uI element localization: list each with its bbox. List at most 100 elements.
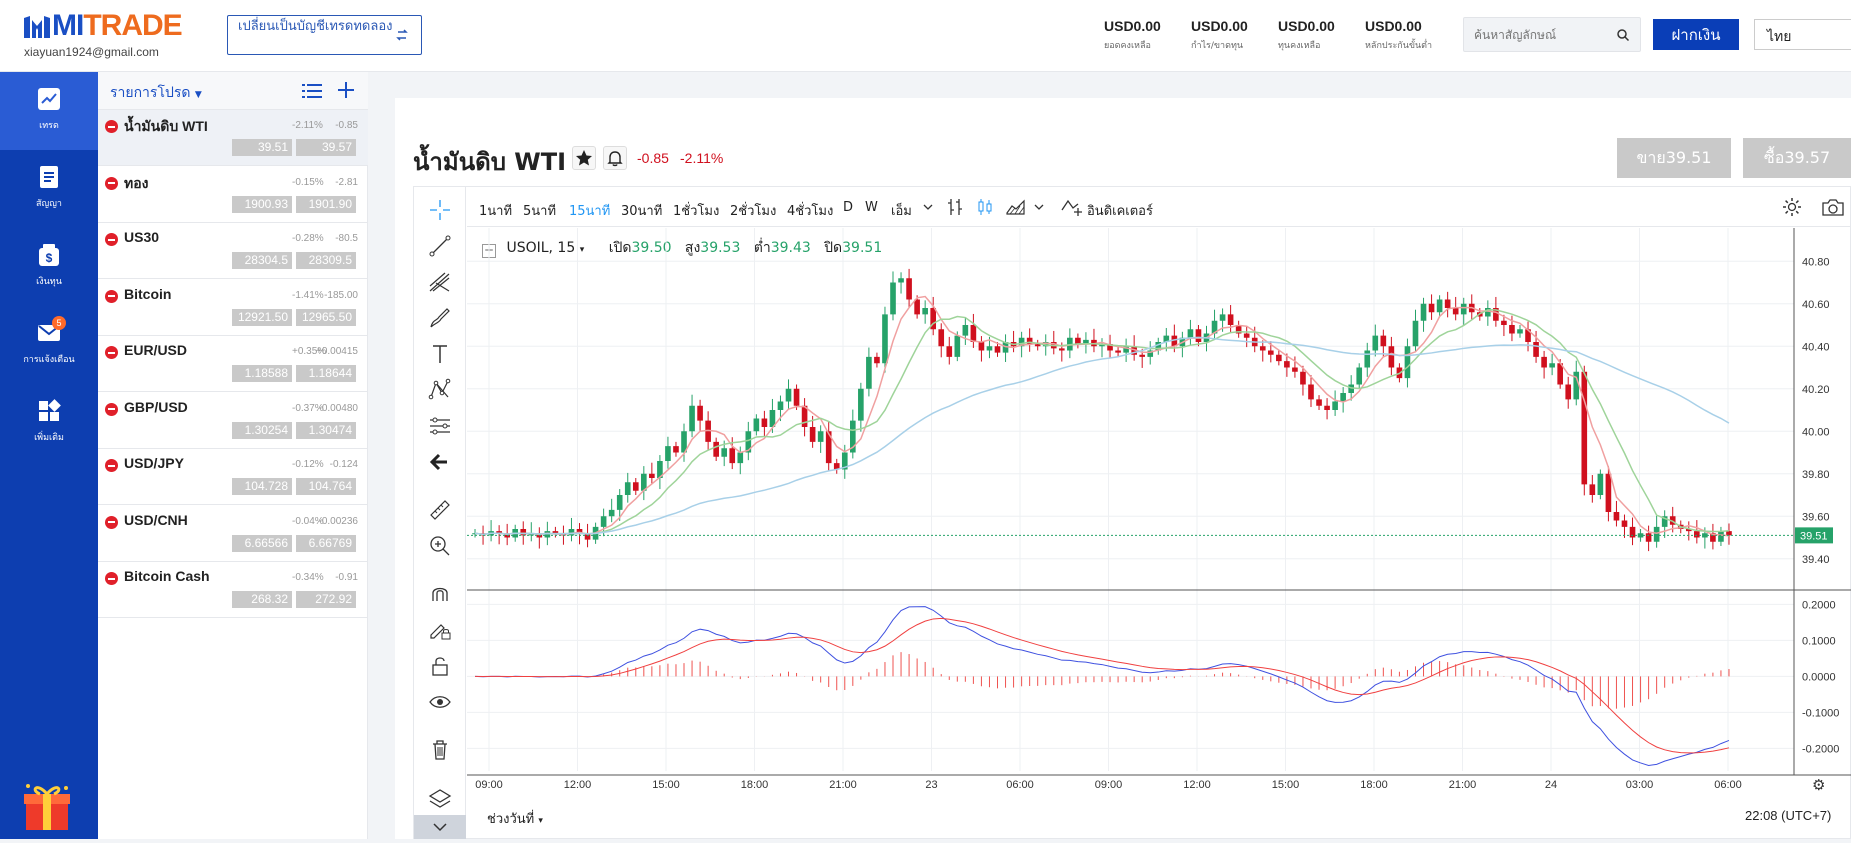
timeframe-m[interactable]: เอ็ม [891,204,912,219]
watchlist-sell-price[interactable]: 1.18588 [232,365,292,382]
alert-button[interactable] [603,146,627,170]
watchlist-buy-price[interactable]: 104.764 [296,478,356,495]
watchlist-row[interactable]: ทอง -0.15% -2.81 1900.93 1901.90 [98,167,368,223]
watchlist-buy-price[interactable]: 28309.5 [296,252,356,269]
trash-icon[interactable] [427,737,453,763]
watchlist-row[interactable]: GBP/USD -0.37% -0.00480 1.30254 1.30474 [98,393,368,449]
timeframe-15m[interactable]: 15นาที [569,204,611,219]
remove-icon[interactable] [105,289,118,303]
nav-item-funds[interactable]: $ เงินทุน [0,228,98,306]
date-range-button[interactable]: ช่วงวันที่ ▾ [487,808,543,829]
chevron-down-icon[interactable]: ▾ [579,245,585,255]
nav-item-more[interactable]: เพิ่มเติม [0,384,98,462]
watchlist-sell-price[interactable]: 6.66566 [232,534,292,552]
search-input[interactable] [1464,18,1604,51]
watchlist-buy-price[interactable]: 272.92 [296,591,356,608]
language-select[interactable]: ไทย [1754,19,1851,50]
arrow-left-icon[interactable] [427,449,453,475]
watchlist-buy-price[interactable]: 39.57 [296,139,356,156]
watchlist-row[interactable]: น้ำมันดิบ WTI -2.11% -0.85 39.51 39.57 [98,110,368,166]
timeframe-5m[interactable]: 5นาที [523,204,557,219]
lock-pencil-icon[interactable] [427,617,453,643]
watchlist-buy-price[interactable]: 1.30474 [296,421,356,439]
price-chart[interactable]: 09:00 12:00 15:00 18:00 21:00 23 06:00 09:00 12:… [467,228,1851,803]
remove-icon[interactable] [105,120,118,133]
fib-icon[interactable] [427,413,453,439]
watchlist-row[interactable]: USD/JPY -0.12% -0.124 104.728 104.764 [98,449,368,505]
remove-icon[interactable] [105,176,118,190]
deposit-button[interactable]: ฝากเงิน [1653,19,1739,50]
nav-item-contracts[interactable]: สัญญา [0,150,98,228]
axis-settings-icon[interactable]: ⚙ [1812,776,1825,794]
watchlist-sell-price[interactable]: 104.728 [232,478,292,495]
timeframe-w[interactable]: W [865,200,878,215]
watchlist-buy-price[interactable]: 6.66769 [296,534,356,552]
watchlist-sell-price[interactable]: 12921.50 [232,308,292,326]
magnet-icon[interactable] [427,581,453,607]
timeframe-d[interactable]: D [843,200,854,215]
layers-icon[interactable] [427,785,453,811]
watchlist-row[interactable]: US30 -0.28% -80.5 28304.5 28309.5 [98,223,368,279]
pattern-icon[interactable] [427,377,453,403]
list-icon[interactable] [302,82,322,100]
buy-button[interactable]: ซื้อ39.57 [1743,138,1851,178]
timeframe-1h[interactable]: 1ชั่วโมง [673,204,720,219]
watchlist-buy-price[interactable]: 1901.90 [296,195,356,213]
watchlist-row[interactable]: Bitcoin -1.41% -185.00 12921.50 12965.50 [98,280,368,336]
unlock-icon[interactable] [427,653,453,679]
search-icon[interactable] [1616,28,1630,42]
remove-icon[interactable] [105,459,118,472]
ohlc-open-label: เปิด [608,240,632,256]
trend-line-icon[interactable] [427,233,453,259]
watchlist-title[interactable]: รายการโปรด ▼ [110,82,202,104]
candles-chart-icon[interactable] [975,197,995,217]
watchlist-sell-price[interactable]: 39.51 [232,139,292,156]
eye-icon[interactable] [427,689,453,715]
remove-icon[interactable] [105,402,118,416]
nav-item-trade[interactable]: เทรด [0,72,98,150]
candle [1083,339,1089,345]
watchlist-sell-price[interactable]: 268.32 [232,591,292,608]
watchlist-symbol: US30 [124,229,160,245]
timeframe-4h[interactable]: 4ชั่วโมง [787,204,834,219]
indicators-button[interactable]: อินดิเคเตอร์ [1087,204,1153,219]
gear-icon[interactable] [1781,196,1803,218]
timeframe-1m[interactable]: 1นาที [479,204,513,219]
symbol-search[interactable] [1463,17,1641,52]
remove-icon[interactable] [105,233,118,246]
gift-icon[interactable] [22,780,72,832]
watchlist-buy-price[interactable]: 12965.50 [296,308,356,326]
indicator-icon[interactable] [1061,196,1085,218]
favorite-button[interactable] [572,146,596,170]
text-icon[interactable] [427,341,453,367]
remove-icon[interactable] [105,572,118,585]
watchlist-sell-price[interactable]: 28304.5 [232,252,292,269]
watchlist-row[interactable]: Bitcoin Cash -0.34% -0.91 268.32 272.92 [98,562,368,618]
watchlist-row[interactable]: USD/CNH -0.04% -0.00236 6.66566 6.66769 [98,506,368,562]
timeframe-2h[interactable]: 2ชั่วโมง [730,204,777,219]
sell-button[interactable]: ขาย39.51 [1617,138,1731,178]
camera-icon[interactable] [1821,197,1845,217]
watchlist-sell-price[interactable]: 1.30254 [232,421,292,439]
chevron-down-icon[interactable] [1033,202,1045,212]
ohlc-symbol[interactable]: USOIL, 15 [506,240,576,256]
bars-chart-icon[interactable] [945,197,965,217]
brush-icon[interactable] [427,305,453,331]
pitchfork-icon[interactable] [427,269,453,295]
remove-icon[interactable] [105,515,118,529]
toolbar-collapse-button[interactable] [414,815,466,839]
ruler-icon[interactable] [427,497,453,523]
switch-account-button[interactable]: เปลี่ยนเป็นบัญชีเทรดทดลอง [227,15,422,55]
chevron-down-icon[interactable] [922,202,934,212]
remove-icon[interactable] [105,346,118,359]
zoom-in-icon[interactable] [427,533,453,559]
watchlist-buy-price[interactable]: 1.18644 [296,365,356,382]
add-icon[interactable] [336,80,356,100]
watchlist-row[interactable]: EUR/USD +0.35% +0.00415 1.18588 1.18644 [98,336,368,392]
nav-item-notifications[interactable]: การแจ้งเตือน [0,306,98,384]
timeframe-30m[interactable]: 30นาที [621,204,663,219]
area-chart-icon[interactable] [1005,197,1027,217]
watchlist-sell-price[interactable]: 1900.93 [232,195,292,213]
crosshair-icon[interactable] [427,197,453,223]
mitrade-logo[interactable]: MI TRADE [22,9,183,42]
